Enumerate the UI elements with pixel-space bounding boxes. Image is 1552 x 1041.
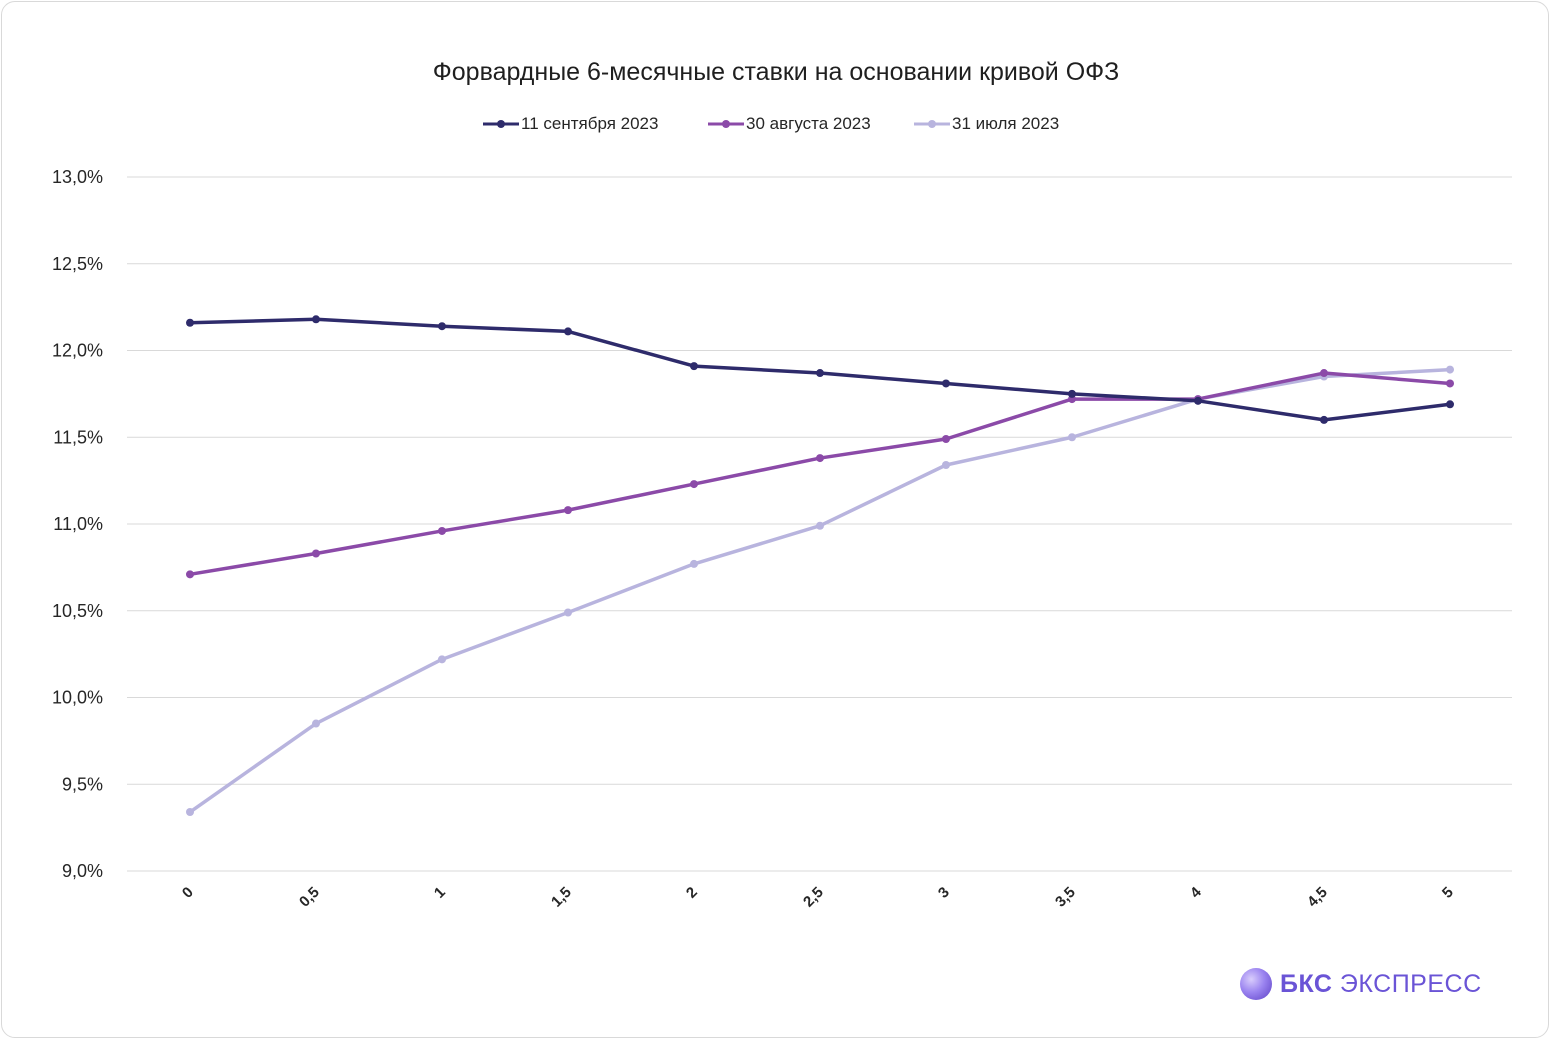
data-point-series-0 [1194, 396, 1202, 405]
data-point-series-1 [1446, 379, 1454, 388]
data-point-series-2 [312, 719, 320, 728]
x-tick-label: 1 [431, 884, 449, 902]
data-point-series-0 [564, 327, 572, 336]
series-line-1 [188, 371, 1452, 577]
data-point-series-1 [312, 549, 320, 558]
data-point-series-1 [942, 434, 950, 443]
chart-legend: 11 сентября 2023 30 августа 2023 31 июля… [0, 110, 1552, 138]
x-tick-label: 1,5 [548, 884, 575, 911]
data-point-series-2 [816, 521, 824, 530]
y-tick-label: 12,5% [52, 254, 103, 274]
y-tick-label: 10,0% [52, 688, 103, 708]
data-point-series-2 [690, 559, 698, 568]
x-tick-label: 2 [683, 884, 701, 902]
data-point-series-2 [1446, 365, 1454, 374]
data-point-series-2 [564, 608, 572, 617]
legend-label-series-1: 30 августа 2023 [746, 114, 871, 133]
x-tick-label: 0 [179, 884, 197, 902]
data-point-series-2 [186, 808, 194, 817]
data-point-series-2 [438, 655, 446, 664]
legend-marker-series-1 [708, 120, 744, 128]
y-tick-label: 10,5% [52, 601, 103, 621]
legend-marker-series-0 [483, 120, 519, 128]
data-point-series-0 [690, 362, 698, 371]
data-point-series-0 [942, 379, 950, 388]
data-point-series-1 [564, 506, 572, 515]
y-tick-label: 11,0% [53, 514, 103, 534]
data-point-series-1 [186, 570, 194, 579]
data-point-series-0 [1446, 400, 1454, 409]
x-tick-label: 3,5 [1052, 884, 1079, 911]
legend-marker-series-2 [914, 120, 950, 128]
data-point-series-1 [1320, 369, 1328, 378]
legend-item-series-0: 11 сентября 2023 [483, 110, 658, 138]
y-tick-label: 13,0% [52, 167, 103, 187]
brand-logo-text: БКС ЭКСПРЕСС [1280, 970, 1482, 999]
x-tick-label: 4,5 [1304, 884, 1331, 911]
brand-logo-rest: ЭКСПРЕСС [1332, 969, 1482, 998]
x-tick-label: 2,5 [800, 884, 827, 911]
data-point-series-0 [438, 322, 446, 331]
data-point-series-0 [312, 315, 320, 324]
x-tick-label: 0,5 [296, 884, 323, 911]
data-point-series-0 [1068, 389, 1076, 398]
brand-logo-icon [1240, 968, 1272, 1000]
legend-label-series-2: 31 июля 2023 [952, 114, 1060, 133]
x-tick-label: 5 [1439, 884, 1457, 902]
x-tick-label: 4 [1187, 883, 1205, 901]
brand-logo-bold: БКС [1280, 969, 1333, 998]
data-point-series-1 [690, 480, 698, 489]
data-point-series-2 [1068, 433, 1076, 442]
y-tick-label: 11,5% [53, 427, 103, 447]
data-point-series-1 [816, 454, 824, 463]
brand-logo: БКС ЭКСПРЕСС [1240, 966, 1482, 1002]
y-tick-label: 9,5% [62, 774, 103, 794]
x-tick-label: 3 [935, 884, 953, 902]
legend-item-series-2: 31 июля 2023 [914, 110, 1059, 138]
y-tick-label: 9,0% [62, 861, 103, 881]
data-point-series-0 [1320, 415, 1328, 424]
legend-item-series-1: 30 августа 2023 [708, 110, 871, 138]
y-tick-label: 12,0% [52, 341, 103, 361]
data-point-series-0 [816, 369, 824, 378]
data-point-series-2 [942, 461, 950, 470]
chart-title: Форвардные 6-месячные ставки на основани… [432, 58, 1120, 86]
data-point-series-1 [438, 526, 446, 535]
series-line-2 [188, 367, 1452, 814]
legend-label-series-0: 11 сентября 2023 [521, 114, 659, 133]
data-point-series-0 [186, 318, 194, 327]
